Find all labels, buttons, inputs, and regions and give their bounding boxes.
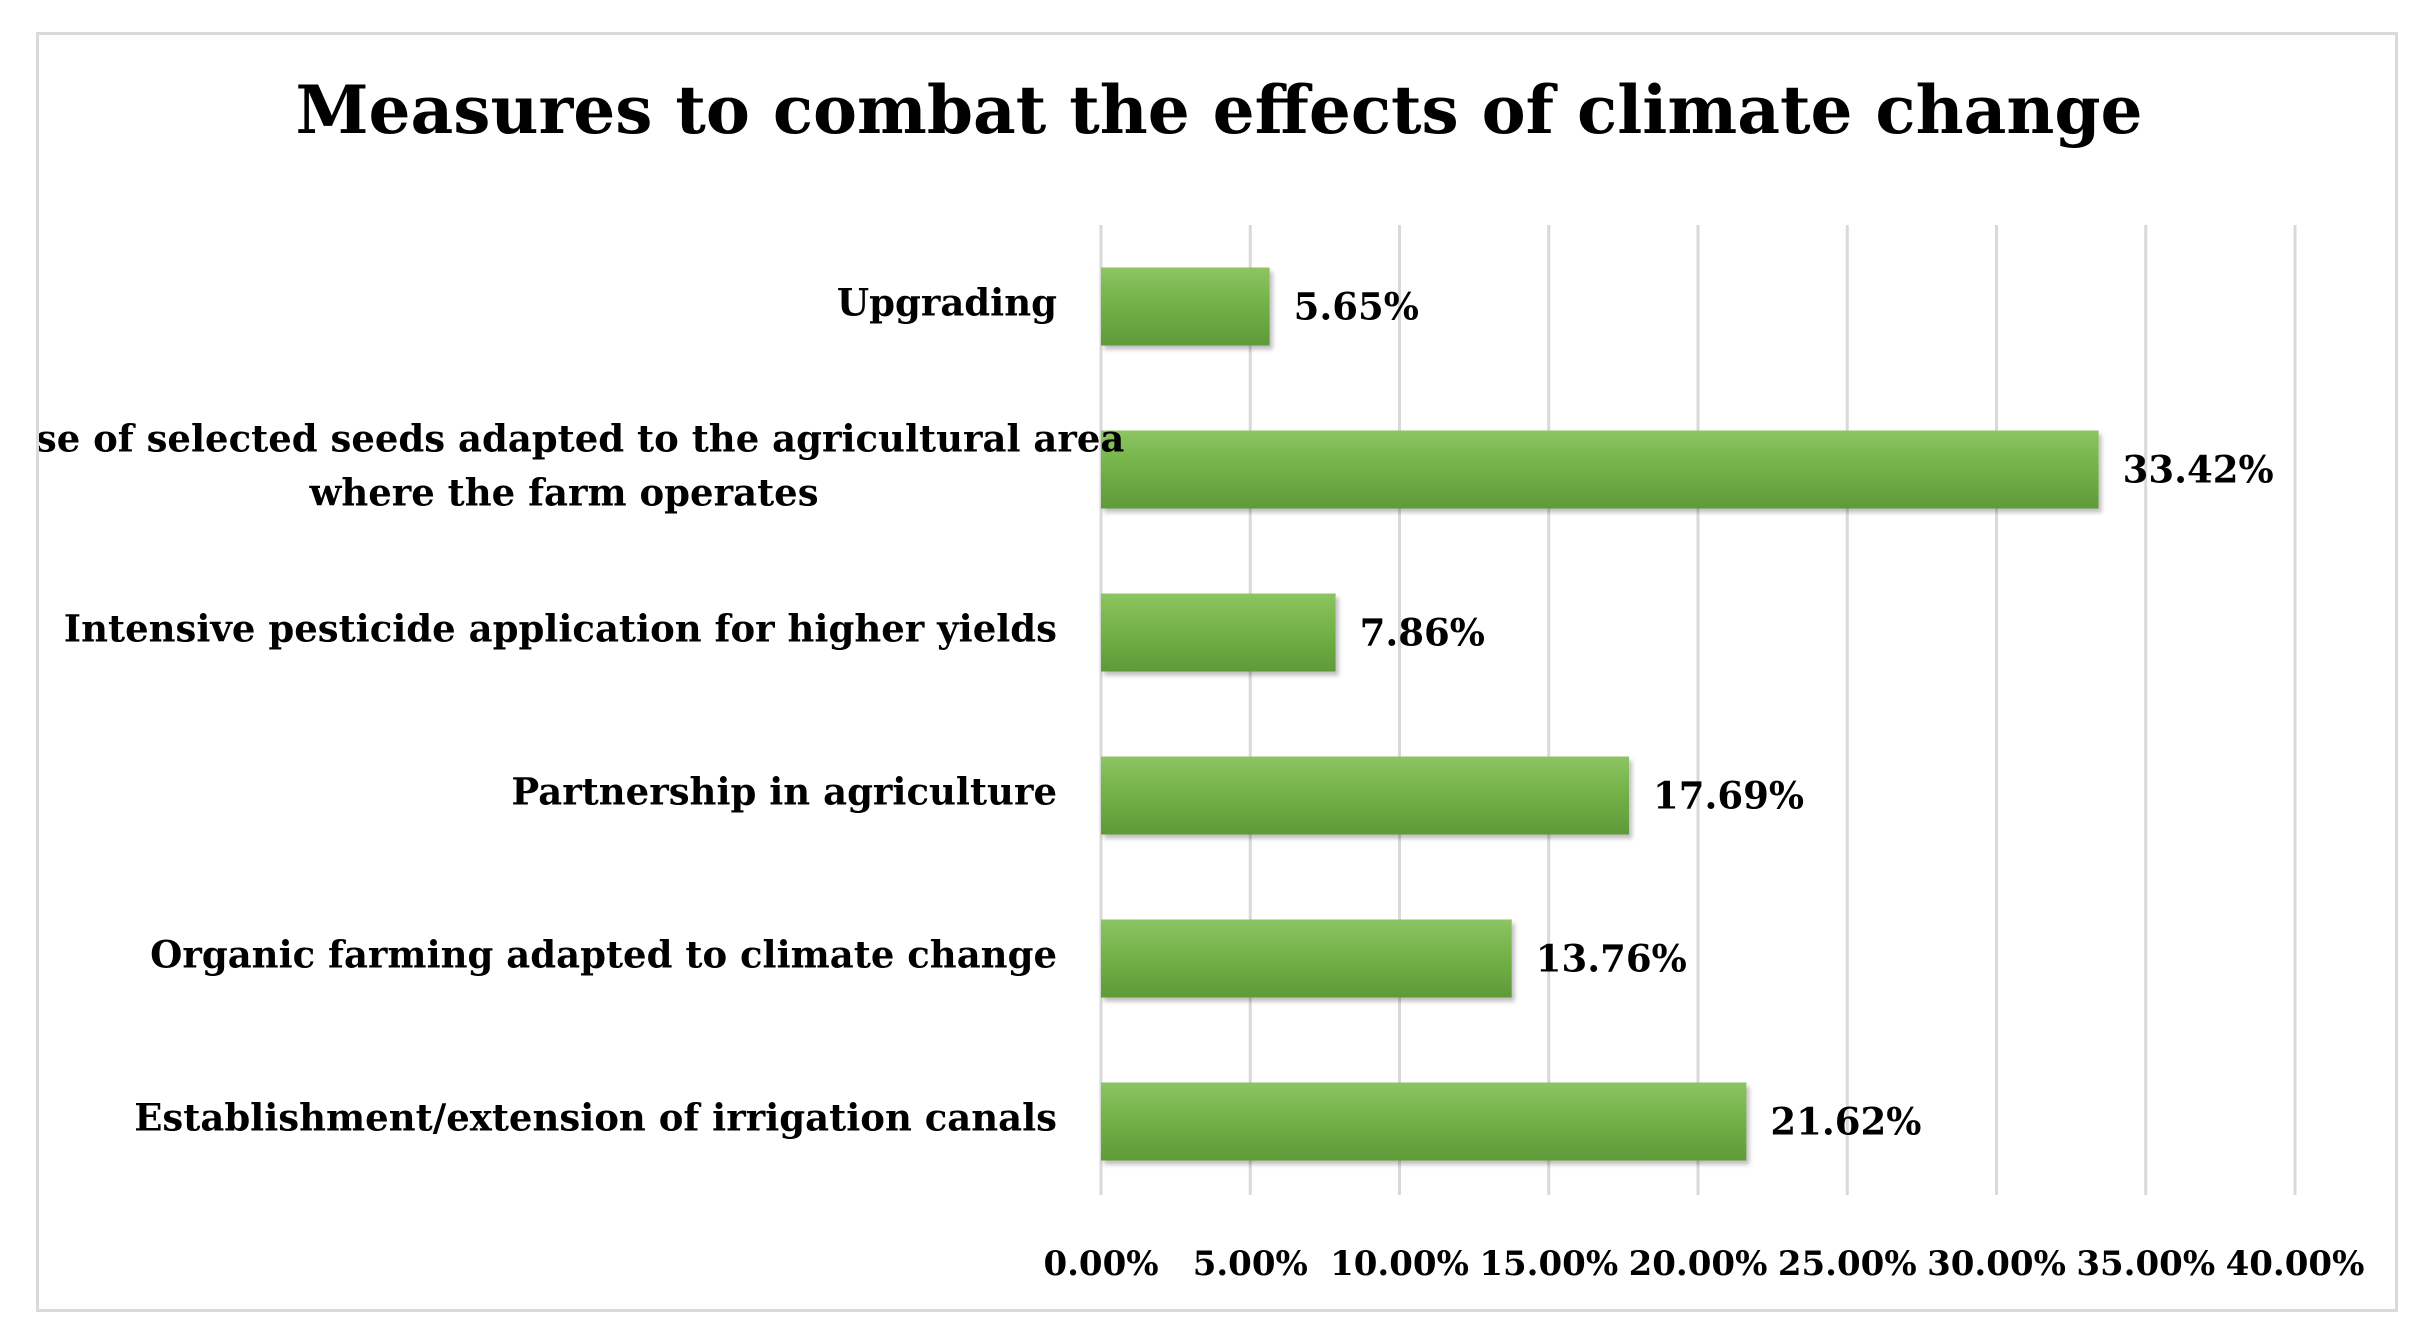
x-tick-label: 20.00% bbox=[1629, 1244, 1768, 1284]
bars bbox=[1101, 267, 2099, 1161]
category-label: Intensive pesticide application for high… bbox=[64, 607, 1057, 651]
category-label-line: where the farm operates bbox=[308, 471, 818, 515]
data-label: 13.76% bbox=[1536, 937, 1687, 981]
bar bbox=[1101, 1082, 1747, 1161]
x-tick-label: 0.00% bbox=[1043, 1244, 1158, 1284]
x-axis-tick-labels: 0.00% 5.00% 10.00% 15.00% 20.00% 25.00% 30.00%… bbox=[1043, 1244, 2364, 1284]
data-label: 5.65% bbox=[1294, 285, 1419, 329]
data-label: 17.69% bbox=[1653, 774, 1804, 818]
chart-title: Measures to combat the effects of climat… bbox=[295, 71, 2142, 149]
x-tick-label: 40.00% bbox=[2226, 1244, 2365, 1284]
category-label: Organic farming adapted to climate chang… bbox=[150, 933, 1057, 977]
data-label: 7.86% bbox=[1360, 611, 1485, 655]
gridlines bbox=[1099, 225, 2297, 1195]
bar bbox=[1101, 593, 1336, 672]
category-label: Use of selected seeds adapted to the agr… bbox=[39, 417, 1124, 515]
bar bbox=[1101, 919, 1512, 998]
x-tick-label: 5.00% bbox=[1193, 1244, 1308, 1284]
bar bbox=[1101, 430, 2099, 509]
data-label: 21.62% bbox=[1770, 1100, 1921, 1144]
data-label: 33.42% bbox=[2123, 448, 2274, 492]
data-labels: 5.65% 33.42% 7.86% 17.69% 13.76% 21.62% bbox=[1294, 285, 2274, 1144]
bar-chart: Measures to combat the effects of climat… bbox=[39, 71, 2364, 1284]
x-tick-label: 10.00% bbox=[1330, 1244, 1469, 1284]
bar bbox=[1101, 756, 1630, 835]
x-tick-label: 35.00% bbox=[2076, 1244, 2215, 1284]
bar bbox=[1101, 267, 1270, 346]
x-tick-label: 30.00% bbox=[1927, 1244, 2066, 1284]
x-tick-label: 25.00% bbox=[1778, 1244, 1917, 1284]
x-tick-label: 15.00% bbox=[1479, 1244, 1618, 1284]
category-label: Upgrading bbox=[837, 281, 1057, 325]
category-label: Establishment/extension of irrigation ca… bbox=[134, 1096, 1057, 1140]
chart-frame: Measures to combat the effects of climat… bbox=[36, 32, 2398, 1312]
category-labels: Upgrading Use of selected seeds adapted t… bbox=[39, 281, 1124, 1140]
category-label-line: Use of selected seeds adapted to the agr… bbox=[39, 417, 1124, 461]
category-label: Partnership in agriculture bbox=[511, 770, 1057, 814]
